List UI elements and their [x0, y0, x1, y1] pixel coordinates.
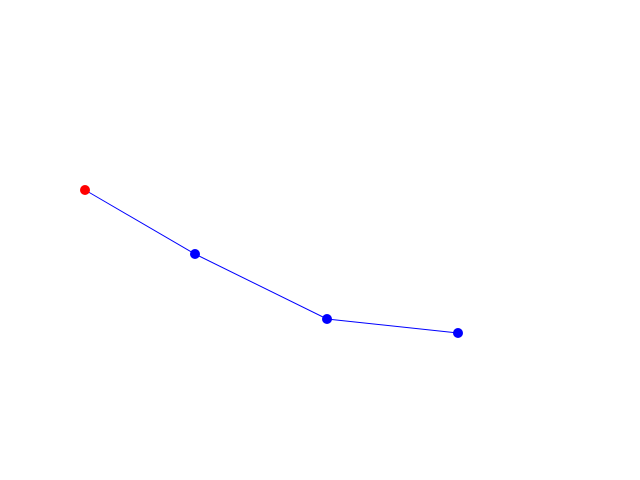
start-point: [80, 185, 90, 195]
polyline: [84, 189, 459, 334]
vertex-point: [453, 328, 463, 338]
vertex-point: [190, 249, 200, 259]
vertex-point: [322, 314, 332, 324]
